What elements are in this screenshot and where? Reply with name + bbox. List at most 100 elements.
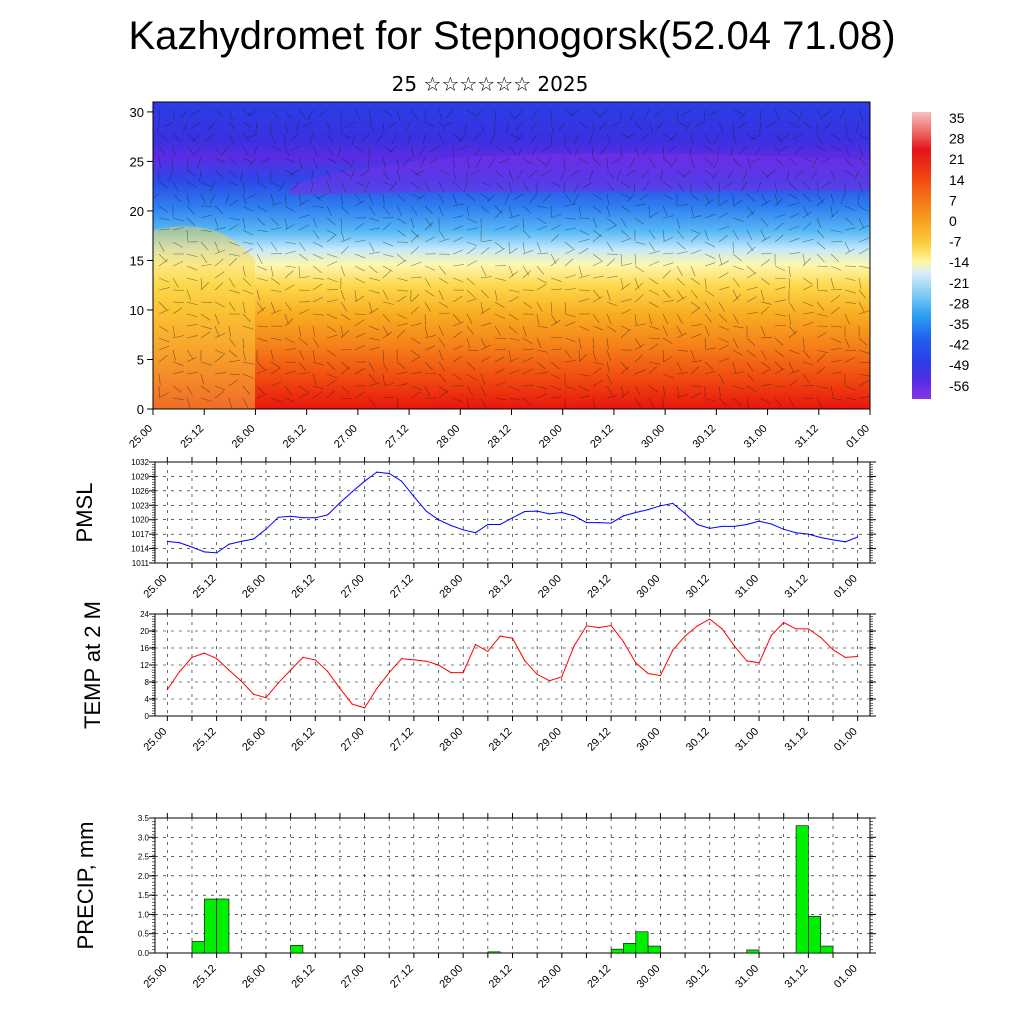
wind-barb — [746, 193, 755, 202]
wind-barb — [391, 133, 398, 145]
wind-barb — [662, 349, 664, 361]
wind-barb — [494, 301, 505, 308]
wind-barb — [368, 337, 380, 341]
temp2m-point — [733, 645, 735, 647]
wind-barb — [718, 272, 729, 279]
wind-barb — [312, 241, 323, 248]
wind-barb — [732, 157, 741, 167]
wind-barb — [788, 193, 799, 200]
wind-barb — [368, 265, 378, 274]
wind-barb — [746, 265, 756, 274]
wind-barb — [564, 241, 574, 250]
wind-barb — [550, 313, 558, 324]
wind-barb — [153, 193, 160, 200]
wind-barb — [541, 145, 552, 152]
wind-barb — [550, 133, 553, 145]
colorbar-labels: 35 28 21 14 7 0 -7 -14 -21 -28 -35 -42 -49 -56 — [949, 110, 969, 394]
wind-barb — [410, 385, 422, 390]
y-tick-label: 1023 — [131, 501, 149, 510]
wind-barb — [284, 301, 292, 312]
wind-barb — [410, 371, 422, 375]
wind-barb — [284, 337, 295, 344]
temp2m-point — [561, 676, 563, 678]
wind-barb — [242, 277, 251, 287]
wind-barb — [778, 145, 790, 152]
wind-barb — [620, 181, 631, 188]
wind-barb — [298, 157, 303, 169]
wind-barb — [480, 193, 491, 201]
wind-barb — [662, 252, 674, 255]
wind-barb — [802, 349, 811, 359]
y-tick-label: 16 — [140, 644, 149, 653]
wind-barb — [242, 181, 245, 193]
wind-barb — [788, 109, 799, 117]
wind-barb — [690, 215, 702, 219]
wind-barb — [452, 215, 464, 219]
wind-barb — [704, 370, 716, 375]
wind-barb — [186, 277, 198, 282]
wind-barb — [830, 265, 842, 271]
wind-barb — [410, 234, 420, 243]
x-tick-label: 29.12 — [585, 573, 613, 601]
wind-barb — [522, 217, 524, 230]
wind-barb — [830, 325, 842, 328]
temp2m-point — [832, 649, 834, 651]
wind-barb — [760, 337, 772, 339]
wind-barb — [522, 241, 525, 253]
wind-barb — [774, 324, 786, 327]
pmsl-point — [400, 480, 403, 482]
wind-barb — [802, 253, 806, 265]
wind-barb — [494, 313, 506, 319]
wind-barb — [475, 145, 482, 156]
wind-barb — [186, 181, 197, 188]
wind-barb — [606, 289, 611, 301]
wind-barb — [536, 371, 548, 375]
temp2m-point — [635, 662, 637, 664]
wind-barb — [816, 198, 826, 207]
wind-barb — [424, 121, 436, 127]
wind-barb — [578, 265, 583, 277]
wind-barb — [186, 313, 198, 318]
wind-barb — [516, 121, 524, 132]
wind-barb — [522, 157, 533, 165]
wind-barb — [158, 217, 170, 221]
y-tick-label: 1014 — [131, 545, 149, 554]
wind-barb — [438, 238, 450, 243]
wind-barb — [368, 325, 380, 331]
y-tick-label: 3.0 — [138, 833, 150, 842]
wind-barb — [368, 346, 380, 351]
temp2m-point — [807, 628, 809, 630]
wind-barb — [487, 193, 496, 203]
wind-barb — [536, 277, 547, 284]
heatmap-y-tick-label: 5 — [137, 352, 144, 367]
wind-barb — [221, 145, 230, 155]
pmsl-point — [585, 522, 588, 524]
wind-barb — [821, 181, 832, 188]
wind-barb — [578, 121, 588, 129]
wind-barb — [158, 181, 169, 189]
wind-barb — [774, 299, 786, 303]
wind-barb — [690, 366, 700, 375]
wind-barb — [640, 133, 650, 141]
wind-barb — [256, 241, 264, 252]
wind-barb — [802, 211, 812, 219]
wind-barb — [732, 371, 744, 375]
wind-barb — [326, 169, 332, 181]
wind-barb — [830, 253, 840, 262]
wind-barb — [186, 205, 195, 215]
wind-barb — [307, 109, 314, 120]
wind-barb — [295, 121, 300, 133]
wind-barb — [629, 157, 636, 168]
colorbar-label: -35 — [949, 316, 969, 332]
x-tick-label: 28.00 — [437, 726, 465, 754]
wind-barb — [858, 310, 870, 315]
temp2m-point — [573, 645, 575, 647]
wind-barb — [592, 217, 598, 229]
wind-barb — [606, 325, 617, 333]
wind-barb — [718, 337, 730, 343]
wind-barb — [648, 250, 660, 255]
wind-barb — [340, 157, 351, 165]
wind-barb — [634, 265, 645, 273]
pmsl-point — [487, 523, 489, 526]
wind-barb — [583, 181, 594, 188]
